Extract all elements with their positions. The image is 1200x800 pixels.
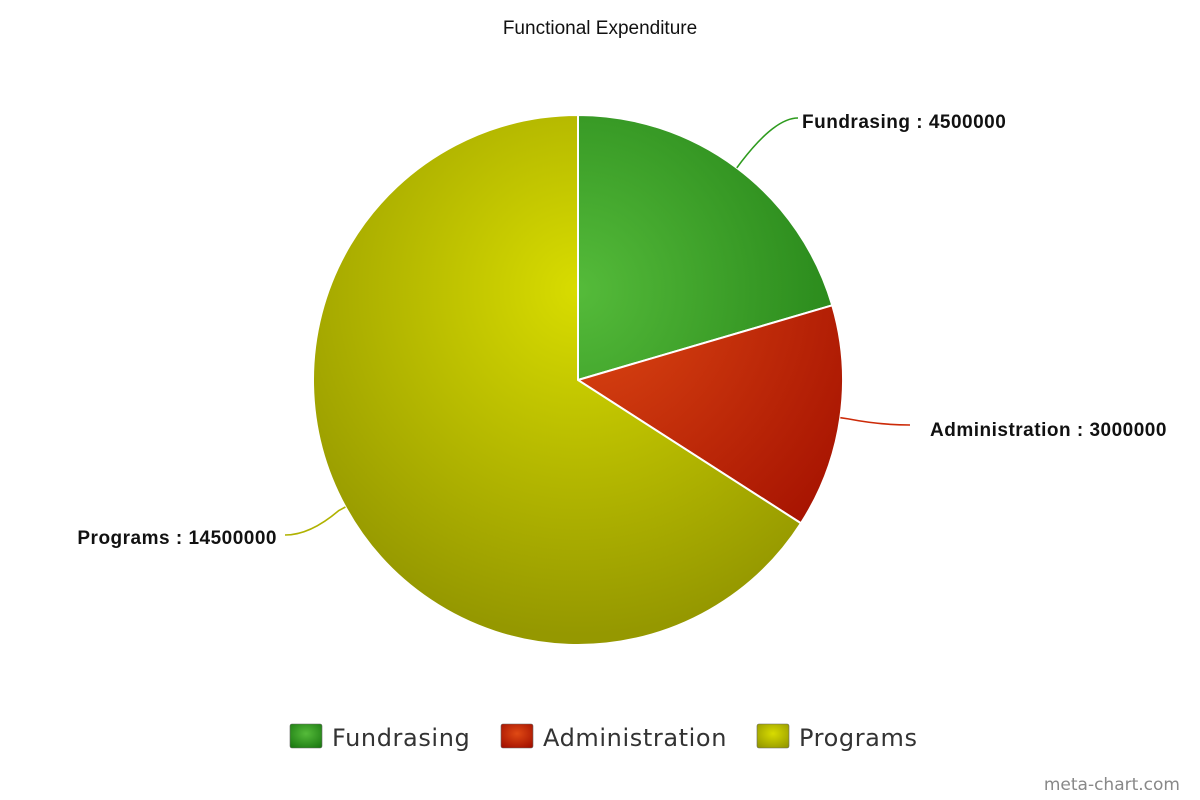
pie-slice-programs[interactable]: [312, 114, 802, 646]
legend-item-fundrasing[interactable]: Fundrasing: [289, 723, 470, 752]
legend-item-administration[interactable]: Administration: [500, 723, 727, 752]
legend-item-programs[interactable]: Programs: [756, 723, 918, 752]
legend-label-administration: Administration: [543, 724, 727, 752]
slice-label-administration: Administration : 3000000: [930, 420, 1167, 441]
legend: Fundrasing Administration Programs: [289, 723, 918, 752]
credit-text[interactable]: meta-chart.com: [1044, 775, 1180, 795]
pie-slice-administration[interactable]: [577, 304, 844, 525]
connector-fundrasing: [736, 117, 799, 169]
slice-label-programs: Programs : 14500000: [77, 528, 277, 549]
label-connectors: [284, 117, 911, 536]
pie-slices: [312, 114, 844, 646]
chart-title: Functional Expenditure: [503, 18, 697, 39]
legend-swatch-programs: [756, 723, 790, 749]
slice-labels: Fundrasing : 4500000 Administration : 300…: [77, 112, 1167, 549]
connector-programs: [284, 506, 346, 536]
legend-swatch-fundrasing: [289, 723, 323, 749]
slice-label-fundrasing: Fundrasing : 4500000: [802, 112, 1006, 133]
legend-label-programs: Programs: [799, 724, 918, 752]
legend-label-fundrasing: Fundrasing: [332, 724, 470, 752]
connector-administration: [840, 416, 911, 426]
legend-swatch-administration: [500, 723, 534, 749]
